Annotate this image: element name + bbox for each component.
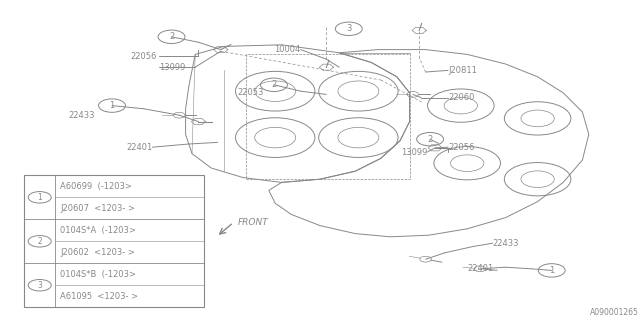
- Text: 1: 1: [37, 193, 42, 202]
- Text: J20607  <1203- >: J20607 <1203- >: [60, 204, 135, 213]
- Text: 22056: 22056: [131, 52, 157, 60]
- Text: A090001265: A090001265: [590, 308, 639, 317]
- Text: 22433: 22433: [68, 111, 95, 120]
- Text: 3: 3: [346, 24, 351, 33]
- Text: J20811: J20811: [448, 66, 477, 75]
- Bar: [246, 54, 410, 179]
- Bar: [24, 175, 204, 307]
- Text: FRONT: FRONT: [238, 218, 269, 227]
- Text: 22433: 22433: [493, 239, 519, 248]
- Text: 22053: 22053: [237, 88, 264, 97]
- Text: 22056: 22056: [448, 143, 474, 152]
- Text: 22401: 22401: [467, 264, 493, 273]
- Text: 0104S*B  (-1203>: 0104S*B (-1203>: [60, 270, 136, 279]
- Text: 10004: 10004: [275, 45, 301, 54]
- Text: 13099: 13099: [159, 63, 185, 72]
- Text: 0104S*A  (-1203>: 0104S*A (-1203>: [60, 226, 136, 235]
- Text: 2: 2: [428, 135, 433, 144]
- Text: J20602  <1203- >: J20602 <1203- >: [60, 248, 135, 257]
- Text: 1: 1: [109, 101, 115, 110]
- Text: 2: 2: [169, 32, 174, 41]
- Text: 1: 1: [549, 266, 554, 275]
- Text: 22401: 22401: [126, 143, 152, 152]
- Text: 2: 2: [271, 80, 276, 89]
- Text: A60699  (-1203>: A60699 (-1203>: [60, 182, 132, 191]
- Text: 22060: 22060: [448, 93, 474, 102]
- Text: 3: 3: [37, 281, 42, 290]
- Text: A61095  <1203- >: A61095 <1203- >: [60, 292, 138, 301]
- Text: 13099: 13099: [401, 148, 428, 156]
- Text: 2: 2: [37, 237, 42, 246]
